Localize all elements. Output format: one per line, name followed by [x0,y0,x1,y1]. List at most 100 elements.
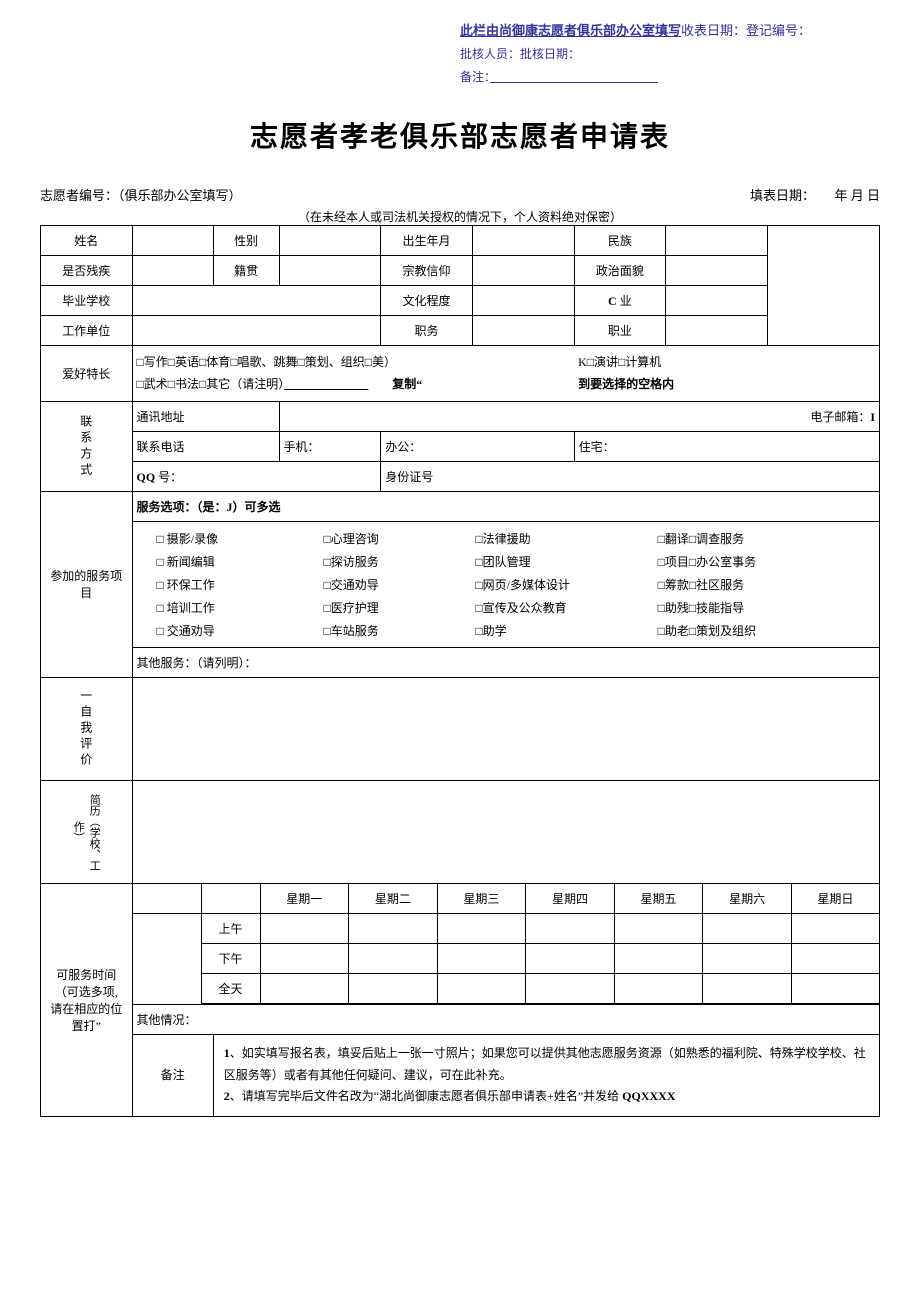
service-item[interactable]: □团队管理 [475,553,657,570]
schedule-cell[interactable] [703,974,792,1004]
service-item[interactable]: □法律援助 [475,530,657,547]
label-occupation: 职业 [574,316,666,346]
schedule-cell[interactable] [703,944,792,974]
day-header: 星期五 [614,884,703,914]
field-occupation[interactable] [666,316,768,346]
header-regno: 登记编号： [746,23,811,38]
service-item[interactable]: □心理咨询 [324,530,476,547]
header-remark: 备注： [460,68,880,85]
slot-label: 上午 [201,914,260,944]
service-item[interactable]: □车站服务 [324,622,476,639]
schedule-cell[interactable] [260,944,349,974]
schedule-cell[interactable] [526,914,615,944]
hobby-left[interactable]: □写作□英语□体育□唱歌、跳舞□策划、组织□美） □武术□书法□其它（请注明） … [132,346,574,402]
service-options[interactable]: □ 摄影/录像□心理咨询□法律援助□翻译□调查服务 □ 新闻编辑□探访服务□团队管… [132,522,880,648]
field-name[interactable] [132,226,213,256]
service-item[interactable]: □翻译□调查服务 [658,530,855,547]
field-religion[interactable] [472,256,574,286]
remark-content: 1、如实填写报名表，填妥后贴上一张一寸照片；如果您可以提供其他志愿服务资源（如熟… [213,1035,879,1117]
service-item[interactable]: □助老□策划及组织 [658,622,855,639]
schedule-cell[interactable] [349,974,438,1004]
schedule-cell[interactable] [349,914,438,944]
schedule-cell[interactable] [349,944,438,974]
label-ethnic: 民族 [574,226,666,256]
field-resume[interactable] [132,781,880,884]
hobby-right[interactable]: K□演讲□计算机 到要选择的空格内 [574,346,879,402]
day-header: 星期日 [791,884,879,914]
service-item[interactable]: □助学 [475,622,657,639]
label-home: 住宅： [574,432,879,462]
service-header: 服务选项：（是：J）可多选 [132,492,880,522]
schedule-cell[interactable] [614,914,703,944]
day-header: 星期六 [703,884,792,914]
schedule-cell[interactable] [260,914,349,944]
schedule-cell[interactable] [614,944,703,974]
service-item[interactable]: □筹款□社区服务 [658,576,855,593]
schedule-other[interactable]: 其他情况： [132,1005,880,1035]
field-school[interactable] [132,286,381,316]
field-major[interactable] [666,286,768,316]
schedule-cell[interactable] [437,914,526,944]
service-item[interactable]: □助残□技能指导 [658,599,855,616]
label-mobile: 手机： [279,432,381,462]
label-idcard: 身份证号 [381,462,880,492]
service-item[interactable]: □网页/多媒体设计 [475,576,657,593]
field-education[interactable] [472,286,574,316]
label-name: 姓名 [41,226,133,256]
field-gender[interactable] [279,226,381,256]
service-item[interactable]: □ 环保工作 [157,576,324,593]
day-header: 星期三 [437,884,526,914]
schedule-cell[interactable] [703,914,792,944]
service-item[interactable]: □ 交通劝导 [157,622,324,639]
label-office: 办公： [381,432,574,462]
service-item[interactable]: □ 培训工作 [157,599,324,616]
header-title: 此栏由尚御康志愿者俱乐部办公室填写 [460,23,681,38]
day-header: 星期四 [526,884,615,914]
service-item[interactable]: □交通劝导 [324,576,476,593]
meta-row: 志愿者编号：（俱乐部办公室填写） 填表日期： 年 月 日 [40,185,880,204]
service-item[interactable]: □ 新闻编辑 [157,553,324,570]
schedule-cell[interactable] [526,974,615,1004]
label-selfeval: 一自我评价 [41,678,133,781]
service-item[interactable]: □项目□办公室事务 [658,553,855,570]
application-form: 姓名 性别 出生年月 民族 是否残疾 籍贯 宗教信仰 政治面貌 毕业学校 文化程… [40,225,880,1117]
service-item[interactable]: □医疗护理 [324,599,476,616]
header-receive-date: 收表日期： [681,23,746,38]
schedule-cell[interactable] [791,914,879,944]
confidential-note: （在未经本人或司法机关授权的情况下，个人资料绝对保密） [40,208,880,225]
label-school: 毕业学校 [41,286,133,316]
field-ethnic[interactable] [666,226,768,256]
field-political[interactable] [666,256,768,286]
field-native[interactable] [279,256,381,286]
schedule-cell[interactable] [614,974,703,1004]
label-service: 参加的服务项目 [41,492,133,678]
service-item[interactable]: □宣传及公众教育 [475,599,657,616]
service-item[interactable]: □ 摄影/录像 [157,530,324,547]
label-employer: 工作单位 [41,316,133,346]
schedule-cell[interactable] [791,944,879,974]
field-selfeval[interactable] [132,678,880,781]
page-title: 志愿者孝老俱乐部志愿者申请表 [40,115,880,155]
day-header: 星期一 [260,884,349,914]
office-header: 此栏由尚御康志愿者俱乐部办公室填写收表日期：登记编号： 批核人员：批核日期： 备… [460,20,880,85]
service-item[interactable]: □探访服务 [324,553,476,570]
label-schedule: 可服务时间 （可选多项, 请在相应的位 置打” [41,884,133,1117]
schedule-cell[interactable] [260,974,349,1004]
label-native: 籍贯 [213,256,279,286]
photo-area [767,226,879,346]
field-address[interactable]: 电子邮箱：I [279,402,879,432]
label-qq: QQ 号： [132,462,381,492]
field-employer[interactable] [132,316,381,346]
day-header: 星期二 [349,884,438,914]
volunteer-number: 志愿者编号：（俱乐部办公室填写） [40,185,242,204]
label-address: 通讯地址 [132,402,279,432]
field-birth[interactable] [472,226,574,256]
schedule-cell[interactable] [437,944,526,974]
field-disability[interactable] [132,256,213,286]
fill-date: 填表日期： 年 月 日 [750,185,880,204]
field-position[interactable] [472,316,574,346]
schedule-cell[interactable] [791,974,879,1004]
schedule-cell[interactable] [526,944,615,974]
schedule-cell[interactable] [437,974,526,1004]
service-other[interactable]: 其他服务：（请列明）： [132,648,880,678]
